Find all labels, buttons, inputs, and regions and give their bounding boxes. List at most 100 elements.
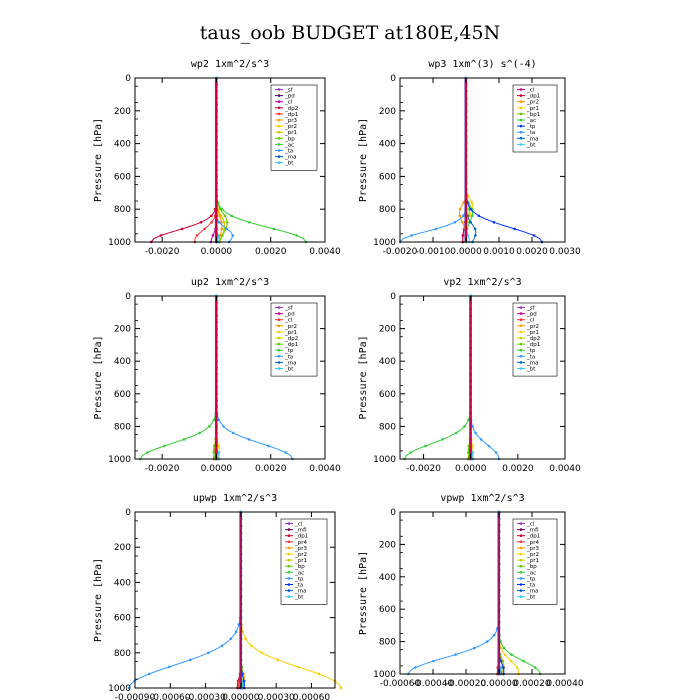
legend-box: [512, 302, 558, 377]
series-point-pr2: [461, 221, 464, 224]
legend-entry: _dp1: [526, 94, 540, 100]
legend-marker: [287, 577, 291, 580]
legend-entry: _ma: [526, 360, 538, 366]
y-tick-label: 0: [125, 74, 131, 84]
legend-marker: [519, 106, 523, 110]
y-tick-label: 600: [114, 614, 131, 624]
x-tick-label: 0.0000: [455, 464, 487, 474]
series-line-tp: [404, 296, 472, 460]
y-axis-label: Pressure [hPa]: [93, 558, 104, 642]
series-point-ac: [220, 207, 224, 211]
x-tick-label: -0.00060: [380, 679, 421, 689]
page-title: taus_oob BUDGET at180E,45N: [200, 22, 500, 44]
y-tick-label: 600: [379, 172, 396, 182]
series-point-pr1: [222, 221, 226, 224]
y-axis-label: Pressure [hPa]: [358, 335, 369, 419]
panel-2: wp3 1xm^(3) s^(-4) Pressure [hPa] 0 200 400 6…: [358, 59, 581, 257]
legend: _cl_mfl_dp1_pr4_pr3_pr2_pr1_bp_ac_tp_ta_…: [512, 518, 558, 605]
legend-entry: _cl: [294, 522, 303, 528]
legend-marker: [519, 348, 523, 352]
legend-entry: _tp: [284, 348, 294, 354]
series-line-tp: [139, 296, 217, 460]
series-point-tp: [467, 418, 470, 422]
legend-entry: _ta: [526, 354, 535, 360]
legend-marker: [277, 143, 281, 146]
legend-entry: _ma: [284, 155, 296, 161]
legend-entry: _ac: [284, 142, 294, 148]
legend-entry: _pr2: [526, 324, 539, 330]
series-point-tp: [234, 630, 238, 633]
y-tick-label: 0: [125, 292, 131, 302]
legend-marker: [277, 161, 281, 164]
legend-entry: _ta: [284, 354, 293, 360]
y-axis-label: Pressure [hPa]: [93, 335, 104, 419]
x-tick-label: -0.00060: [150, 693, 191, 700]
legend-entry: _pr3: [294, 546, 308, 552]
series-point-pr3: [219, 234, 222, 237]
series-point-ta: [502, 666, 505, 669]
legend-marker: [277, 361, 281, 364]
legend-entry: _dp2: [284, 106, 298, 112]
legend-marker: [287, 528, 291, 531]
series-line-dp2: [150, 78, 217, 243]
legend-entry: _bp: [294, 564, 305, 570]
series-point-bt: [466, 234, 470, 237]
y-tick-label: 400: [379, 573, 396, 583]
x-tick-label: -0.0020: [383, 247, 418, 257]
series-point-dp2: [210, 214, 213, 218]
legend-marker: [287, 552, 291, 556]
legend-marker: [287, 583, 291, 586]
legend-entry: _ma: [526, 589, 538, 595]
legend-entry: _bp: [526, 564, 537, 570]
legend-entry: _dp1: [526, 342, 540, 348]
legend-entry: _pr1: [526, 106, 539, 112]
series-point-tp: [492, 221, 496, 224]
series-point-tp: [492, 633, 496, 637]
plot-frame: [399, 511, 566, 675]
series-point-ta: [225, 227, 229, 231]
series-point-tp: [432, 659, 435, 663]
y-axis-label: Pressure [hPa]: [358, 118, 369, 202]
series-point-tp: [188, 658, 192, 662]
legend-entry: _pr2: [284, 124, 297, 130]
y-tick-label: 1000: [373, 455, 396, 465]
legend-entry: _bt: [284, 367, 294, 373]
legend-marker: [519, 589, 523, 592]
legend-entry: _cl: [284, 100, 293, 106]
legend-marker: [519, 94, 523, 97]
y-tick-label: 0: [125, 508, 131, 518]
series-point-tp: [409, 451, 413, 454]
legend-entry: _tp: [526, 576, 536, 582]
series-point-ac: [272, 227, 276, 231]
y-tick-label: 0: [390, 74, 396, 84]
series-point-pr2: [250, 644, 253, 648]
series-point-tp: [167, 665, 171, 669]
legend-marker: [519, 143, 523, 146]
series-line-ta: [470, 296, 500, 460]
legend-marker: [519, 330, 523, 334]
y-tick-label: 1000: [108, 684, 131, 694]
x-tick-label: 0.0010: [483, 247, 515, 257]
legend-marker: [277, 112, 281, 116]
series-point-ta: [247, 438, 251, 441]
legend-entry: _tp: [526, 124, 536, 130]
series-point-tp: [146, 451, 149, 454]
series-point-pr2: [276, 658, 280, 662]
legend-entry: _cl: [526, 88, 535, 94]
x-tick-label: -0.0020: [145, 464, 180, 474]
y-tick-label: 800: [114, 422, 131, 432]
series-point-tp: [127, 686, 131, 690]
legend-entry: _dp1: [284, 342, 298, 348]
series-point-tp: [229, 637, 233, 640]
legend-entry: _pd: [284, 312, 295, 318]
y-tick-label: 1000: [108, 238, 131, 248]
legend-marker: [519, 546, 523, 550]
x-tick-label: -0.0020: [145, 247, 180, 257]
legend-entry: _pr1: [526, 330, 539, 336]
legend-entry: _bt: [526, 595, 536, 601]
series-point-tp: [441, 438, 444, 441]
x-tick-label: 0.00040: [546, 679, 583, 689]
legend-entry: _pr3: [284, 118, 298, 124]
series-point-ac: [510, 653, 513, 656]
